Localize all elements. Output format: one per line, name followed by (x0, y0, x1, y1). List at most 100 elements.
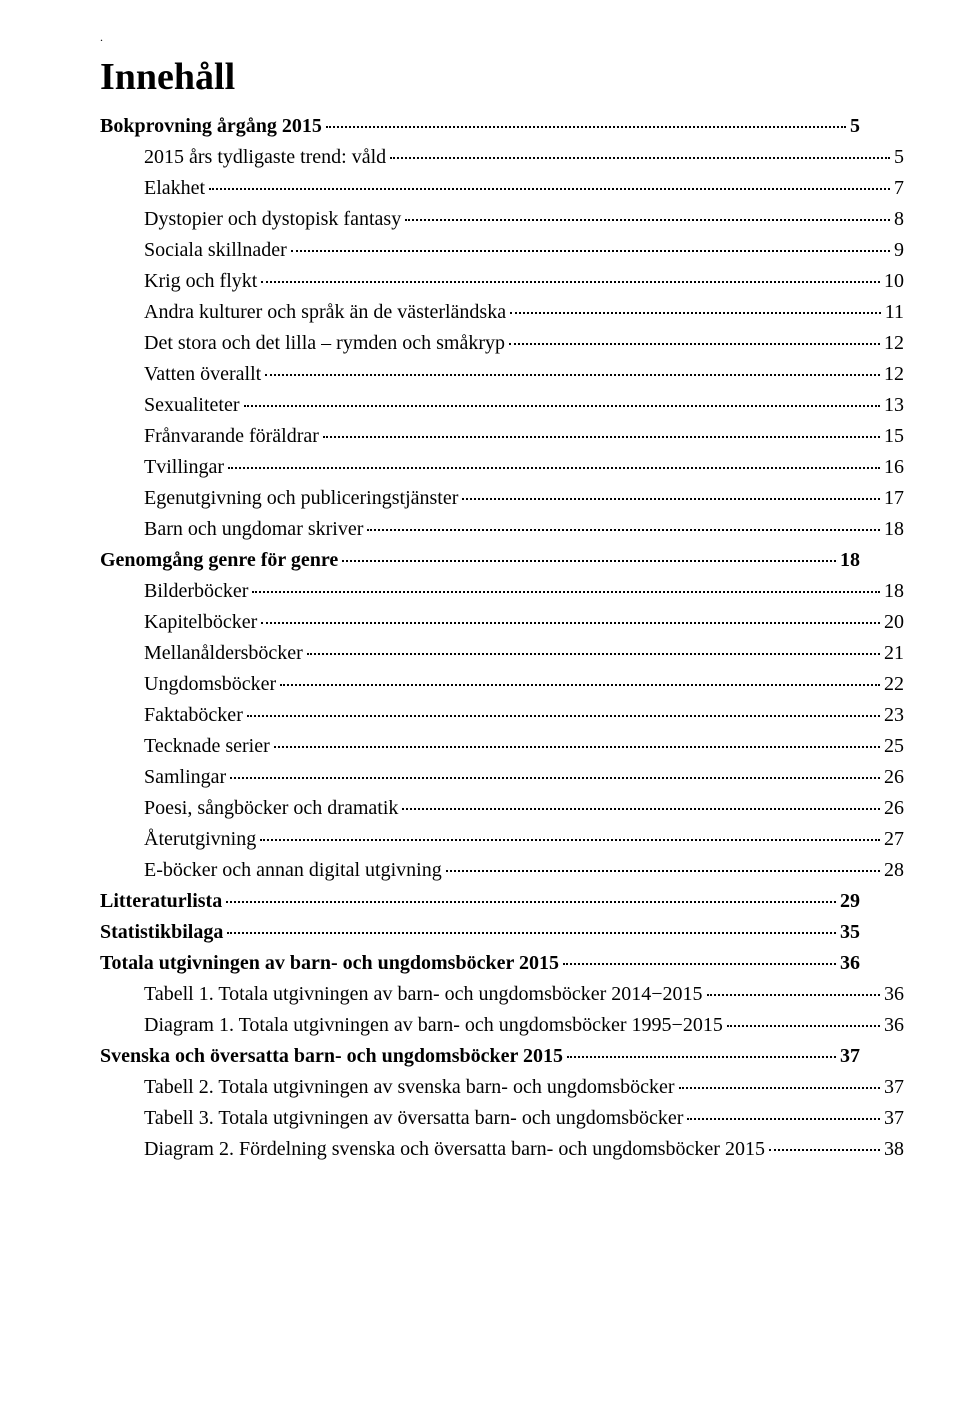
toc-entry-page: 26 (884, 767, 904, 787)
toc-entry: Tecknade serier 25 (100, 729, 904, 760)
toc-entry: Återutgivning 27 (100, 822, 904, 853)
toc-entry-label: Sexualiteter (144, 395, 240, 415)
toc-entry-label: Sociala skillnader (144, 240, 287, 260)
toc-entry-page: 16 (884, 457, 904, 477)
toc-entry-page: 7 (894, 178, 904, 198)
toc-entry: Diagram 2. Fördelning svenska och översa… (100, 1132, 904, 1163)
toc-leader (265, 358, 880, 376)
toc-entry-page: 11 (885, 302, 904, 322)
toc-entry: Totala utgivningen av barn- och ungdomsb… (100, 946, 860, 977)
toc-entry-label: Diagram 1. Totala utgivningen av barn- o… (144, 1015, 723, 1035)
toc-entry: Genomgång genre för genre 18 (100, 543, 860, 574)
toc-entry-label: Egenutgivning och publiceringstjänster (144, 488, 458, 508)
toc-leader (769, 1133, 880, 1151)
toc-leader (405, 203, 890, 221)
toc-entry-page: 9 (894, 240, 904, 260)
toc-entry: Dystopier och dystopisk fantasy 8 (100, 202, 904, 233)
toc-entry: Bokprovning årgång 2015 5 (100, 109, 860, 140)
toc-entry: Samlingar 26 (100, 760, 904, 791)
toc-entry-label: Faktaböcker (144, 705, 243, 725)
toc-entry-page: 15 (884, 426, 904, 446)
toc-leader (462, 482, 880, 500)
toc-leader (226, 885, 836, 903)
toc-entry-label: Kapitelböcker (144, 612, 257, 632)
toc-leader (230, 761, 880, 779)
toc-entry-page: 37 (840, 1046, 860, 1066)
toc-entry-label: Genomgång genre för genre (100, 550, 338, 570)
toc-leader (291, 234, 890, 252)
toc-entry-page: 5 (850, 116, 860, 136)
toc-leader (261, 265, 880, 283)
toc-leader (307, 637, 880, 655)
toc-entry: Krig och flykt10 (100, 264, 904, 295)
toc-leader (247, 699, 880, 717)
toc-entry-page: 21 (884, 643, 904, 663)
page-top-dot: . (100, 30, 860, 45)
toc-entry: Tabell 2. Totala utgivningen av svenska … (100, 1070, 904, 1101)
toc-entry-label: Ungdomsböcker (144, 674, 276, 694)
toc-entry-page: 22 (884, 674, 904, 694)
toc-entry-page: 18 (840, 550, 860, 570)
toc-leader (390, 141, 890, 159)
toc-leader (567, 1040, 836, 1058)
toc-entry-label: Frånvarande föräldrar (144, 426, 319, 446)
toc-entry-page: 37 (884, 1077, 904, 1097)
toc-entry-page: 5 (894, 147, 904, 167)
toc-entry: Svenska och översatta barn- och ungdomsb… (100, 1039, 860, 1070)
toc-entry: 2015 års tydligaste trend: våld 5 (100, 140, 904, 171)
toc-entry-label: Bilderböcker (144, 581, 248, 601)
toc-entry-label: Dystopier och dystopisk fantasy (144, 209, 401, 229)
toc-leader (244, 389, 880, 407)
toc-entry-label: Tabell 3. Totala utgivningen av översatt… (144, 1108, 683, 1128)
toc-leader (342, 544, 836, 562)
toc-leader (326, 110, 846, 128)
toc-leader (727, 1009, 880, 1027)
toc-entry-label: Bokprovning årgång 2015 (100, 116, 322, 136)
toc-entry-label: Samlingar (144, 767, 226, 787)
toc-leader (227, 916, 836, 934)
toc-entry-page: 8 (894, 209, 904, 229)
toc-entry-page: 23 (884, 705, 904, 725)
toc-entry-page: 13 (884, 395, 904, 415)
toc-entry-page: 27 (884, 829, 904, 849)
toc-entry-label: Poesi, sångböcker och dramatik (144, 798, 398, 818)
toc-leader (446, 854, 880, 872)
toc-leader (707, 978, 880, 996)
toc-entry: Andra kulturer och språk än de västerlän… (100, 295, 904, 326)
toc-entry: Tvillingar16 (100, 450, 904, 481)
toc-entry-page: 35 (840, 922, 860, 942)
toc-entry-label: Statistikbilaga (100, 922, 223, 942)
toc-leader (402, 792, 880, 810)
toc-entry: Bilderböcker 18 (100, 574, 904, 605)
toc-entry: Elakhet7 (100, 171, 904, 202)
toc-entry-page: 36 (884, 984, 904, 1004)
toc-entry-page: 18 (884, 581, 904, 601)
toc-entry-label: 2015 års tydligaste trend: våld (144, 147, 386, 167)
toc-entry-label: Barn och ungdomar skriver (144, 519, 363, 539)
toc-entry-label: Svenska och översatta barn- och ungdomsb… (100, 1046, 563, 1066)
toc-entry-page: 36 (840, 953, 860, 973)
toc-entry-label: Återutgivning (144, 829, 256, 849)
document-page: . Innehåll Bokprovning årgång 201552015 … (0, 0, 960, 1412)
toc-entry-label: Diagram 2. Fördelning svenska och översa… (144, 1139, 765, 1159)
toc-entry: Vatten överallt12 (100, 357, 904, 388)
toc-entry-page: 12 (884, 364, 904, 384)
toc-entry-label: Tabell 2. Totala utgivningen av svenska … (144, 1077, 675, 1097)
toc-leader (510, 296, 881, 314)
toc-entry: Egenutgivning och publiceringstjänster17 (100, 481, 904, 512)
toc-entry-label: Tecknade serier (144, 736, 270, 756)
toc-entry: Faktaböcker 23 (100, 698, 904, 729)
toc-entry: Tabell 3. Totala utgivningen av översatt… (100, 1101, 904, 1132)
toc-entry-page: 25 (884, 736, 904, 756)
toc-leader (367, 513, 880, 531)
toc-entry: E-böcker och annan digital utgivning28 (100, 853, 904, 884)
toc-entry-page: 36 (884, 1015, 904, 1035)
toc-entry: Diagram 1. Totala utgivningen av barn- o… (100, 1008, 904, 1039)
toc-leader (228, 451, 880, 469)
toc-entry-label: Andra kulturer och språk än de västerlän… (144, 302, 506, 322)
toc-entry-page: 20 (884, 612, 904, 632)
toc-entry-page: 37 (884, 1108, 904, 1128)
toc-entry: Litteraturlista29 (100, 884, 860, 915)
toc-leader (679, 1071, 880, 1089)
toc-entry: Sexualiteter 13 (100, 388, 904, 419)
